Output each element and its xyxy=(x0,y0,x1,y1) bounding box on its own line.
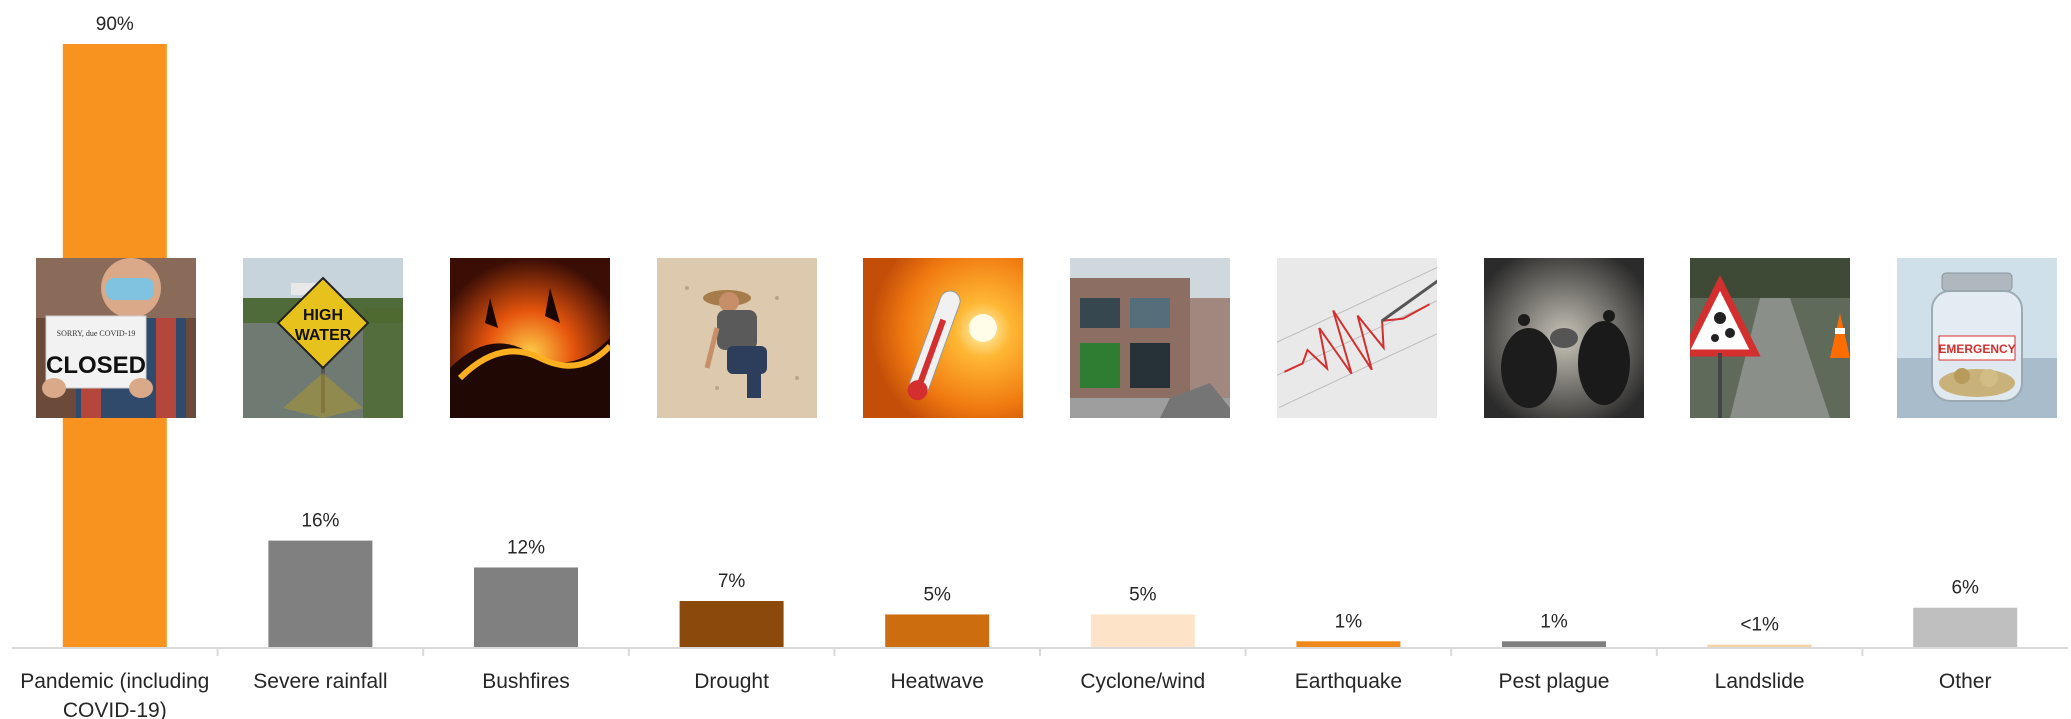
value-label-severe-rainfall: 16% xyxy=(301,511,339,532)
emergency-label-text: EMERGENCY xyxy=(1938,342,2015,356)
value-label-drought: 7% xyxy=(718,571,746,592)
category-labels-layer: Pandemic (including COVID-19) Severe rainf… xyxy=(20,670,1991,719)
closed-sign-small-text: SORRY, due COVID-19 xyxy=(57,329,136,338)
value-label-landslide: <1% xyxy=(1740,615,1779,636)
thermometer-sun-photo-icon xyxy=(863,258,1023,418)
photo-pest-plague xyxy=(1484,258,1644,418)
category-label-pandemic-including-covid-19: Pandemic (including xyxy=(20,670,209,693)
photo-drought xyxy=(657,258,817,418)
photo-earthquake xyxy=(1277,258,1437,418)
drought-farmer-photo-icon xyxy=(657,258,817,418)
category-label-landslide: Landslide xyxy=(1715,670,1805,693)
closed-sign-photo-icon: SORRY, due COVID-19 CLOSED xyxy=(36,258,196,418)
x-axis-ticks xyxy=(216,648,1864,656)
category-label-drought: Drought xyxy=(694,670,769,693)
photo-bushfires xyxy=(450,258,610,418)
photo-other: EMERGENCY xyxy=(1897,258,2057,418)
bushfire-photo-icon xyxy=(450,258,610,418)
bar-severe-rainfall xyxy=(268,540,373,648)
bar-other xyxy=(1913,607,2018,648)
photo-heatwave xyxy=(863,258,1023,418)
category-label-heatwave: Heatwave xyxy=(891,670,984,693)
value-label-earthquake: 1% xyxy=(1335,611,1363,632)
damaged-building-photo-icon xyxy=(1070,258,1230,418)
high-water-sign-line1: HIGH xyxy=(303,307,343,324)
bar-landslide xyxy=(1707,644,1812,648)
bar-earthquake xyxy=(1296,641,1401,648)
category-label-other: Other xyxy=(1939,670,1992,693)
category-label-severe-rainfall: Severe rainfall xyxy=(253,670,387,693)
value-label-cyclone-wind: 5% xyxy=(1129,584,1157,605)
value-label-heatwave: 5% xyxy=(923,584,951,605)
category-label-pandemic-including-covid-19: COVID-19) xyxy=(63,699,167,719)
bar-bushfires xyxy=(474,567,578,648)
photo-pandemic: SORRY, due COVID-19 CLOSED xyxy=(36,258,196,418)
photo-landslide xyxy=(1690,258,1850,418)
category-label-earthquake: Earthquake xyxy=(1295,670,1402,693)
bar-heatwave xyxy=(885,614,990,648)
falling-rocks-sign-photo-icon xyxy=(1690,258,1850,418)
value-labels-layer: 90% 16% 12% 7% 5% 5% 1% 1% <1% 6% xyxy=(96,14,1979,636)
value-label-pest-plague: 1% xyxy=(1540,611,1568,632)
closed-sign-text: CLOSED xyxy=(46,352,146,379)
value-label-other: 6% xyxy=(1951,578,1979,599)
high-water-sign-photo-icon: HIGH WATER xyxy=(243,258,403,418)
photo-cyclone-wind xyxy=(1070,258,1230,418)
high-water-sign-line2: WATER xyxy=(295,327,352,344)
mice-plague-photo-icon xyxy=(1484,258,1644,418)
value-label-pandemic-including-covid-19: 90% xyxy=(96,14,134,35)
photo-severe-rainfall: HIGH WATER xyxy=(243,258,403,418)
category-label-pest-plague: Pest plague xyxy=(1499,670,1610,693)
bar-drought xyxy=(679,601,784,648)
bar-pest-plague xyxy=(1502,641,1606,648)
seismograph-photo-icon xyxy=(1277,258,1437,418)
value-label-bushfires: 12% xyxy=(507,537,545,558)
bar-cyclone-wind xyxy=(1090,614,1195,648)
emergency-jar-photo-icon: EMERGENCY xyxy=(1897,258,2057,418)
category-label-bushfires: Bushfires xyxy=(482,670,570,693)
category-label-cyclone-wind: Cyclone/wind xyxy=(1080,670,1205,693)
